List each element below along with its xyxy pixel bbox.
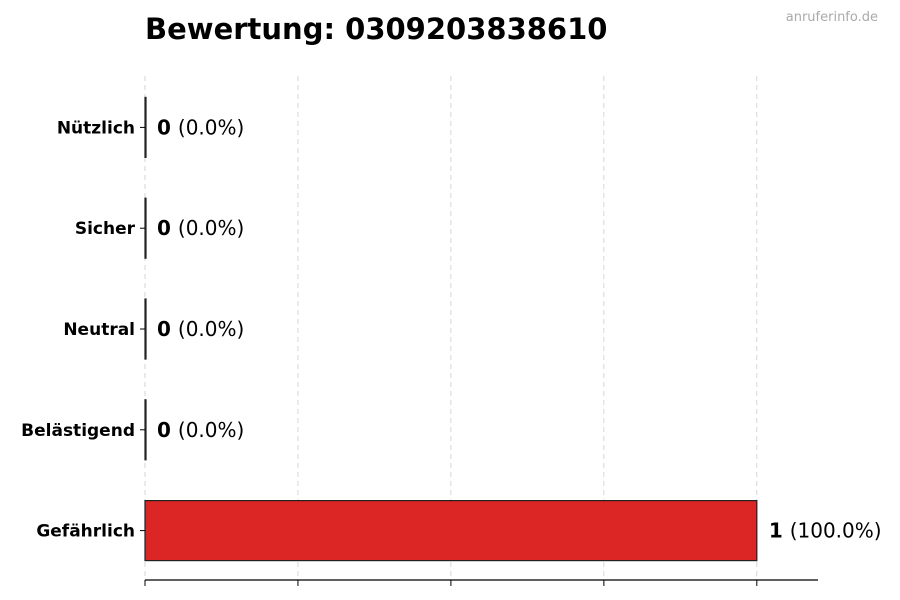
- category-label: Nützlich: [57, 118, 135, 138]
- chart-title: Bewertung: 0309203838610: [145, 12, 608, 46]
- data-label: 0 (0.0%): [157, 216, 244, 240]
- data-label: 1 (100.0%): [769, 519, 882, 543]
- bar: [144, 96, 147, 159]
- data-label: 0 (0.0%): [157, 115, 244, 139]
- bar: [144, 500, 758, 562]
- bar: [144, 399, 147, 461]
- data-label: 0 (0.0%): [157, 418, 244, 442]
- bar: [144, 298, 147, 360]
- category-label: Sicher: [75, 219, 136, 239]
- watermark: anruferinfo.de: [785, 10, 878, 25]
- category-label: Neutral: [63, 320, 135, 340]
- bar: [144, 197, 147, 259]
- category-label: Belästigend: [21, 421, 135, 441]
- data-label: 0 (0.0%): [157, 317, 244, 341]
- category-label: Gefährlich: [36, 522, 135, 542]
